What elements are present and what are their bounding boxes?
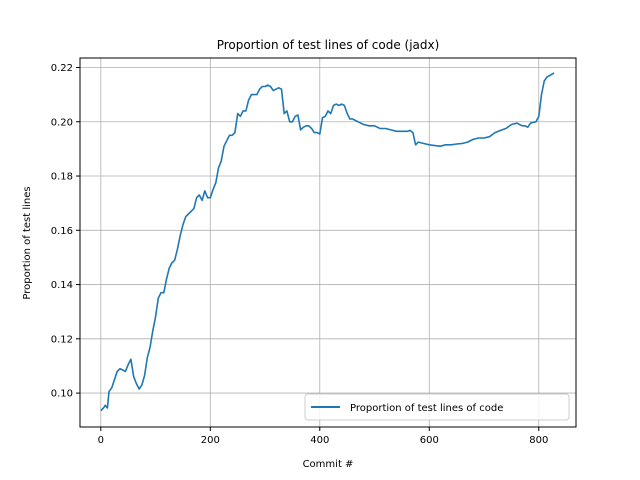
legend-entry-label: Proportion of test lines of code	[350, 403, 503, 414]
x-tick-label: 400	[310, 435, 329, 446]
legend: Proportion of test lines of code	[304, 393, 570, 421]
x-tick-label: 0	[98, 435, 104, 446]
plot-frame	[79, 57, 577, 428]
x-tick-label: 200	[201, 435, 220, 446]
tick-layer: 0 200 400 600 800 0.10 0.12 0.14 0.16 0.18 0.20 0.2…	[51, 63, 549, 446]
y-tick-label: 0.20	[51, 117, 73, 128]
y-tick-label: 0.12	[51, 334, 73, 345]
x-tick-label: 600	[420, 435, 439, 446]
chart-title: Proportion of test lines of code (jadx)	[217, 38, 440, 52]
x-axis-label: Commit #	[303, 459, 354, 470]
series-layer	[100, 72, 555, 412]
y-tick-label: 0.10	[51, 389, 73, 400]
y-tick-label: 0.14	[51, 280, 73, 291]
y-tick-label: 0.18	[51, 172, 73, 183]
y-tick-label: 0.22	[51, 63, 73, 74]
x-tick-label: 800	[529, 435, 548, 446]
y-tick-label: 0.16	[51, 226, 73, 237]
series-line	[100, 72, 555, 412]
grid-layer	[80, 58, 576, 427]
y-axis-label: Proportion of test lines	[22, 186, 33, 299]
legend-box	[304, 393, 570, 421]
